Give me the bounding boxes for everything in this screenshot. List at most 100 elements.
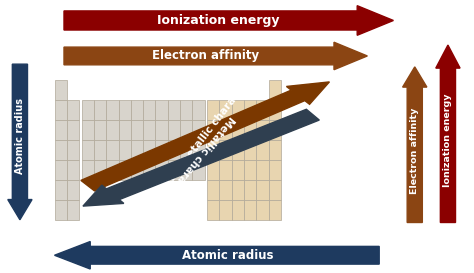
Bar (106, 120, 118, 140)
Bar (168, 120, 180, 140)
Bar (55, 200, 67, 220)
FancyArrow shape (64, 42, 367, 70)
Bar (232, 100, 244, 120)
FancyArrow shape (436, 45, 460, 222)
Bar (219, 180, 232, 200)
Bar (232, 120, 244, 140)
Bar (67, 200, 79, 220)
FancyArrow shape (402, 67, 427, 222)
Bar (106, 100, 118, 120)
Bar (180, 160, 192, 180)
Bar (55, 80, 67, 100)
Bar (207, 160, 219, 180)
Bar (118, 140, 131, 160)
Bar (244, 180, 256, 200)
Bar (82, 140, 94, 160)
Bar (155, 140, 168, 160)
Bar (143, 120, 155, 140)
Bar (256, 100, 269, 120)
Text: Atomic radius: Atomic radius (15, 98, 25, 174)
Bar (106, 140, 118, 160)
Bar (131, 100, 143, 120)
Bar (219, 140, 232, 160)
Bar (67, 180, 79, 200)
FancyArrow shape (8, 64, 32, 220)
Bar (269, 180, 281, 200)
Bar (143, 100, 155, 120)
Bar (256, 140, 269, 160)
Bar (232, 180, 244, 200)
Bar (219, 160, 232, 180)
Bar (168, 100, 180, 120)
Bar (244, 160, 256, 180)
Bar (180, 100, 192, 120)
Bar (131, 160, 143, 180)
Bar (256, 200, 269, 220)
Bar (94, 100, 106, 120)
Bar (118, 160, 131, 180)
Bar (244, 120, 256, 140)
Bar (82, 160, 94, 180)
Bar (219, 120, 232, 140)
Bar (55, 140, 67, 160)
Bar (168, 160, 180, 180)
Bar (168, 140, 180, 160)
Text: Ionization energy: Ionization energy (444, 94, 452, 188)
Bar (192, 100, 205, 120)
Bar (143, 140, 155, 160)
FancyArrow shape (55, 242, 379, 269)
Bar (244, 140, 256, 160)
Bar (269, 140, 281, 160)
Bar (131, 120, 143, 140)
Text: Metallic character: Metallic character (160, 114, 236, 203)
Bar (155, 120, 168, 140)
Bar (269, 120, 281, 140)
Bar (155, 100, 168, 120)
Bar (244, 200, 256, 220)
Bar (256, 160, 269, 180)
Bar (131, 140, 143, 160)
Text: Nonmetallic character: Nonmetallic character (164, 77, 253, 186)
Bar (180, 140, 192, 160)
Bar (67, 160, 79, 180)
Bar (94, 140, 106, 160)
Bar (207, 100, 219, 120)
Bar (155, 160, 168, 180)
Bar (232, 160, 244, 180)
Bar (106, 160, 118, 180)
Bar (94, 120, 106, 140)
Bar (67, 100, 79, 120)
Bar (55, 180, 67, 200)
Text: Ionization energy: Ionization energy (156, 14, 279, 27)
Bar (269, 160, 281, 180)
Bar (207, 200, 219, 220)
Text: Electron affinity: Electron affinity (152, 49, 259, 63)
Bar (118, 120, 131, 140)
Bar (232, 200, 244, 220)
Bar (207, 180, 219, 200)
Bar (67, 140, 79, 160)
Bar (219, 200, 232, 220)
FancyArrow shape (83, 109, 319, 206)
Bar (94, 160, 106, 180)
Bar (82, 120, 94, 140)
Bar (82, 100, 94, 120)
Bar (244, 100, 256, 120)
Bar (55, 160, 67, 180)
Bar (269, 200, 281, 220)
Bar (143, 160, 155, 180)
Bar (67, 120, 79, 140)
Bar (269, 80, 281, 100)
Bar (269, 100, 281, 120)
FancyArrow shape (81, 82, 329, 191)
Bar (192, 140, 205, 160)
Bar (192, 160, 205, 180)
Text: Atomic radius: Atomic radius (182, 249, 273, 262)
Bar (219, 100, 232, 120)
Text: Electron affinity: Electron affinity (410, 108, 419, 194)
Bar (207, 120, 219, 140)
Bar (55, 100, 67, 120)
Bar (118, 100, 131, 120)
Bar (180, 120, 192, 140)
Bar (207, 140, 219, 160)
